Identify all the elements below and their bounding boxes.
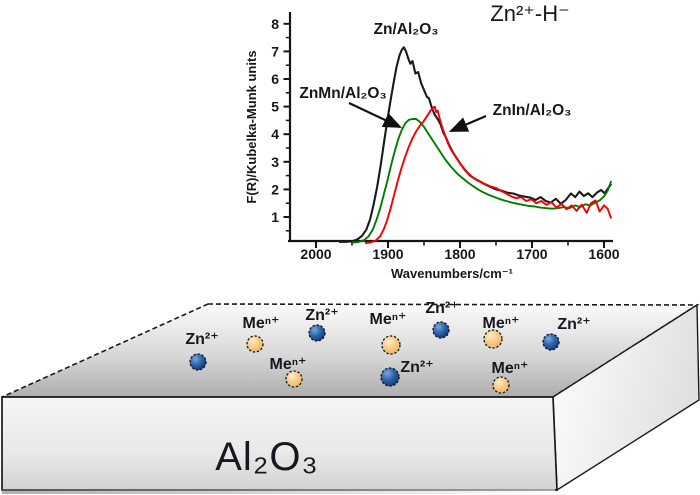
y-tick-label: 5: [271, 99, 279, 115]
x-tick-label: 1700: [516, 246, 547, 262]
x-tick-label: 1600: [588, 246, 619, 262]
metal-ion-sphere: [246, 335, 264, 353]
metal-ion-label: Meⁿ⁺: [269, 356, 306, 373]
spectrum-curve-2: [364, 105, 613, 245]
curve-label-znmn-al2o3: ZnMn/Al₂O₃: [299, 85, 386, 102]
surface-ions: Zn²⁺ Meⁿ⁺ Zn²⁺ Meⁿ⁺ Meⁿ⁺ Zn²⁺ Zn²⁺ Meⁿ⁺ Zn²⁺ Meⁿ⁺: [185, 300, 591, 394]
y-tick-label: 6: [271, 71, 279, 87]
x-tick-label: 2000: [300, 246, 331, 262]
curve-label-znin-al2o3: ZnIn/Al₂O₃: [493, 102, 572, 119]
y-tick-label: 3: [271, 154, 279, 170]
curve-label-zn-al2o3: Zn/Al₂O₃: [374, 21, 439, 38]
zn-ion-sphere: [380, 367, 400, 387]
x-axis-ticks: 2000 1900 1800 1700 1600: [300, 241, 620, 262]
zn-ion-label: Zn²⁺: [557, 316, 590, 333]
zn-ion-sphere: [432, 321, 450, 339]
metal-ion-label: Meⁿ⁺: [491, 360, 528, 377]
annotation-arrow-znmn: [348, 102, 402, 128]
y-tick-label: 2: [271, 181, 279, 197]
y-axis-ticks: 1 2 3 4 5 6 7 8: [271, 16, 290, 232]
metal-ion-label: Meⁿ⁺: [242, 315, 279, 332]
y-tick-label: 8: [271, 16, 279, 32]
spectrum-curve-0: [339, 46, 613, 243]
zn-ion-label: Zn²⁺: [400, 359, 433, 376]
al2o3-formula-label: Al₂O₃: [215, 435, 319, 479]
zn-ion-label: Zn²⁺: [185, 331, 218, 348]
x-tick-label: 1900: [372, 246, 403, 262]
spectrum-curve-1: [351, 118, 613, 244]
y-tick-label: 7: [271, 43, 279, 59]
y-tick-label: 4: [271, 126, 279, 142]
metal-ion-sphere: [492, 376, 510, 394]
figure-title: Zn²⁺-H⁻: [490, 1, 569, 26]
slab-front-face: [1, 396, 558, 491]
x-tick-label: 1800: [444, 246, 475, 262]
zn-ion-label: Zn²⁺: [305, 307, 338, 324]
zn-ion-sphere: [308, 324, 326, 342]
annotation-arrow-znin: [448, 114, 487, 133]
al2o3-slab: Al₂O₃ Zn²⁺Meⁿ⁺ Zn²⁺Meⁿ⁺Meⁿ⁺Zn²⁺Zn²⁺Meⁿ⁺ Zn…: [1, 300, 700, 494]
metal-ion-label: Meⁿ⁺: [369, 311, 406, 328]
zn-ion-sphere: [542, 333, 560, 351]
spectrum-chart: Zn²⁺-H⁻ 2000 1900 1800 1700 1600 1 2 3 4 5 6 7 8 Wa…: [244, 1, 620, 281]
metal-ion-sphere: [483, 329, 503, 349]
spectra-curves: [339, 46, 613, 245]
zn-ion-sphere: [189, 353, 207, 371]
y-axis-label: F(R)/Kubelka-Munk units: [244, 50, 259, 203]
metal-ion-label: Meⁿ⁺: [482, 315, 519, 332]
x-axis-label: Wavenumbers/cm⁻¹: [391, 266, 513, 281]
metal-ion-sphere: [381, 335, 401, 355]
metal-ion-sphere: [285, 370, 303, 388]
slab-bottom-shadow: [2, 489, 555, 494]
y-tick-label: 1: [271, 209, 279, 225]
zn-ion-label: Zn²⁺: [425, 300, 458, 317]
